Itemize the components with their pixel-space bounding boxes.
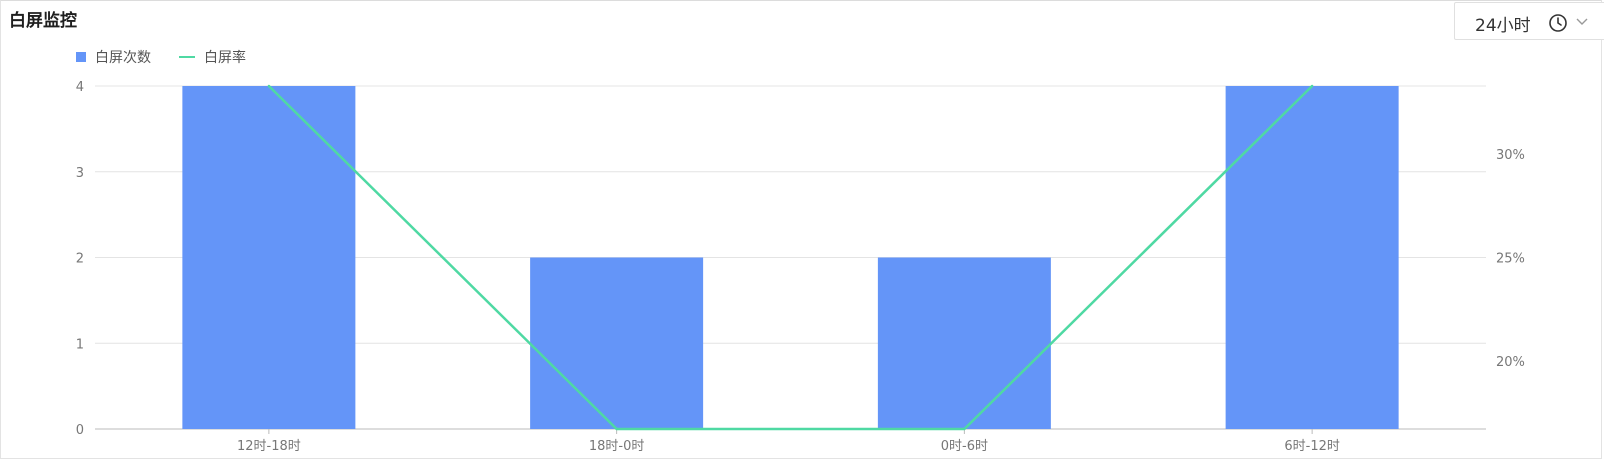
y-right-tick-label: 20% [1496,355,1525,370]
y-left-tick-label: 2 [76,252,84,267]
legend-item-bar[interactable]: 白屏次数 [76,47,151,67]
time-range-value: 24小时 [1475,16,1531,36]
legend-label-line: 白屏率 [204,50,246,66]
y-right-tick-label: 25% [1496,252,1525,267]
x-tick-label: 18时-0时 [589,439,645,454]
legend-item-line[interactable]: 白屏率 [179,47,246,67]
y-right-tick-label: 30% [1496,148,1525,163]
legend-label-bar: 白屏次数 [95,50,151,66]
x-tick-label: 0时-6时 [941,439,988,454]
rate-point [615,427,618,431]
legend-bar-swatch [76,52,86,62]
rate-point [963,427,966,431]
chevron-down-icon [1576,18,1588,25]
legend-line-swatch [179,56,195,58]
y-left-tick-label: 0 [76,423,84,438]
bar [182,86,356,429]
rate-line [267,85,1314,431]
time-range-select[interactable]: 24小时 [1454,2,1604,40]
x-tick-label: 6时-12时 [1284,439,1340,454]
chart-legend: 白屏次数 白屏率 [76,47,274,67]
bar [877,257,1051,429]
rate-point [1310,84,1314,88]
x-tick-label: 12时-18时 [237,439,301,454]
y-left-tick-label: 3 [76,166,84,181]
y-left-tick-label: 1 [76,337,84,352]
rate-point [267,84,271,88]
y-left-tick-label: 4 [76,80,84,95]
page-title: 白屏监控 [9,11,77,31]
bar [1225,86,1399,429]
clock-icon [1549,14,1567,32]
bar [530,257,704,429]
